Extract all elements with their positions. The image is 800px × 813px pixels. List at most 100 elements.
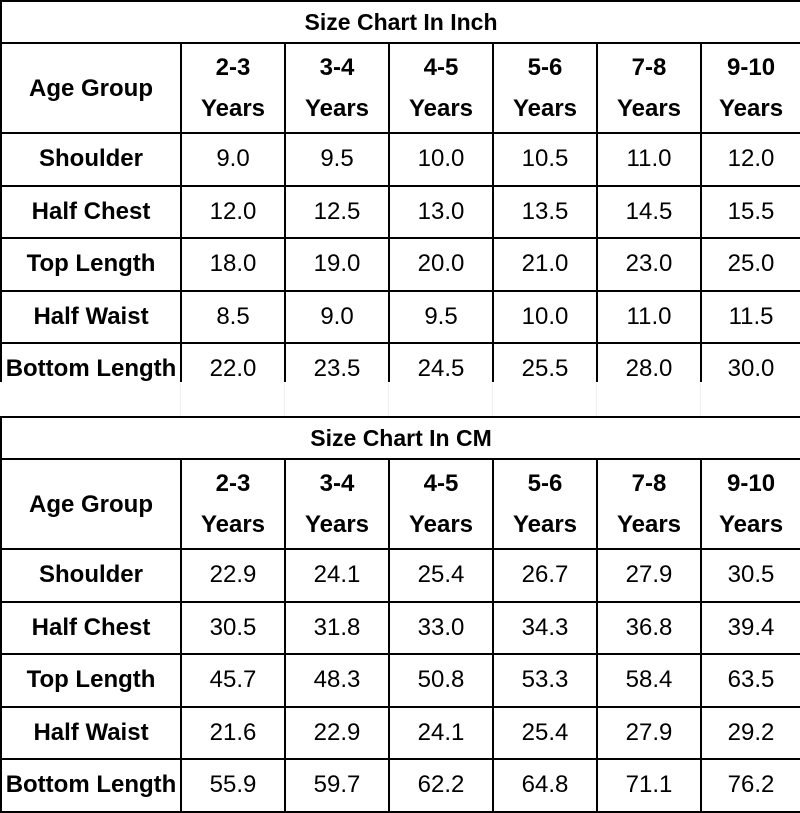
table-cell: 36.8 (596, 600, 702, 655)
table-cell: 53.3 (492, 653, 598, 708)
age-range: 5-6 (527, 470, 563, 497)
row-label: Half Waist (0, 705, 182, 760)
table-cell: 19.0 (284, 237, 390, 292)
age-unit: Years (408, 95, 474, 122)
table-row: Half Waist 8.5 9.0 9.5 10.0 11.0 11.5 (0, 289, 800, 344)
table-cell: 25.4 (492, 705, 598, 760)
table-cell: 15.5 (699, 184, 800, 239)
table-cell: 33.0 (388, 600, 494, 655)
age-range: 3-4 (319, 54, 355, 81)
age-range: 2-3 (215, 470, 251, 497)
table-cell: 30.5 (699, 548, 800, 603)
table-cell: 21.6 (180, 705, 286, 760)
row-label: Bottom Length (0, 758, 182, 813)
column-header: 9-10 Years (699, 458, 800, 550)
table-cell: 11.0 (596, 132, 702, 187)
column-header: 7-8 Years (596, 458, 702, 550)
column-header: 7-8 Years (596, 42, 702, 134)
age-unit: Years (200, 95, 266, 122)
table-cell: 21.0 (492, 237, 598, 292)
row-label: Half Chest (0, 184, 182, 239)
spacer-gridline (492, 382, 493, 416)
age-range: 4-5 (423, 470, 459, 497)
table-cell: 34.3 (492, 600, 598, 655)
age-unit: Years (512, 95, 578, 122)
age-unit: Years (512, 511, 578, 538)
table-cell: 18.0 (180, 237, 286, 292)
table-cell: 27.9 (596, 705, 702, 760)
age-unit: Years (304, 511, 370, 538)
age-range: 4-5 (423, 54, 459, 81)
table-cell: 22.9 (284, 705, 390, 760)
size-chart-cm: Size Chart In CM Age Group 2-3 Years 3-4 Y… (0, 416, 800, 813)
table-row: Top Length 45.7 48.3 50.8 53.3 58.4 63.5 (0, 653, 800, 708)
table-cell: 71.1 (596, 758, 702, 813)
column-header: 4-5 Years (388, 458, 494, 550)
row-header-label: Age Group (0, 458, 182, 550)
age-unit: Years (719, 95, 784, 122)
column-header: 4-5 Years (388, 42, 494, 134)
table-cell: 22.9 (180, 548, 286, 603)
table-row: Shoulder 9.0 9.5 10.0 10.5 11.0 12.0 (0, 132, 800, 187)
table-cell: 20.0 (388, 237, 494, 292)
table-cell: 12.0 (180, 184, 286, 239)
size-table-cm: Size Chart In CM Age Group 2-3 Years 3-4 Y… (0, 416, 800, 813)
table-cell: 13.5 (492, 184, 598, 239)
table-cell: 76.2 (699, 758, 800, 813)
column-header: 5-6 Years (492, 42, 598, 134)
row-label: Shoulder (0, 132, 182, 187)
table-spacer (0, 382, 800, 416)
table-cell: 48.3 (284, 653, 390, 708)
table-cell: 26.7 (492, 548, 598, 603)
table-row: Half Waist 21.6 22.9 24.1 25.4 27.9 29.2 (0, 705, 800, 760)
table-title: Size Chart In CM (0, 416, 800, 460)
table-cell: 25.4 (388, 548, 494, 603)
table-cell: 64.8 (492, 758, 598, 813)
table-cell: 12.5 (284, 184, 390, 239)
table-cell: 31.8 (284, 600, 390, 655)
column-header: 9-10 Years (699, 42, 800, 134)
size-chart-inch: Size Chart In Inch Age Group 2-3 Years 3-… (0, 0, 800, 397)
table-cell: 25.0 (699, 237, 800, 292)
row-label: Half Chest (0, 600, 182, 655)
table-cell: 8.5 (180, 289, 286, 344)
table-cell: 9.0 (284, 289, 390, 344)
table-row: Half Chest 30.5 31.8 33.0 34.3 36.8 39.4 (0, 600, 800, 655)
age-unit: Years (718, 511, 784, 538)
table-cell: 10.0 (388, 132, 494, 187)
spacer-gridline (180, 382, 181, 416)
table-cell: 27.9 (596, 548, 702, 603)
table-cell: 58.4 (596, 653, 702, 708)
row-label: Half Waist (0, 289, 182, 344)
column-header: 2-3 Years (180, 458, 286, 550)
age-range: 9-10 (727, 470, 776, 497)
spacer-gridline (388, 382, 389, 416)
table-cell: 23.0 (596, 237, 702, 292)
age-range: 5-6 (527, 54, 563, 81)
table-cell: 24.1 (388, 705, 494, 760)
table-cell: 13.0 (388, 184, 494, 239)
table-cell: 10.0 (492, 289, 598, 344)
table-cell: 39.4 (699, 600, 800, 655)
age-unit: Years (408, 511, 474, 538)
age-range: 9-10 (727, 54, 776, 81)
age-unit: Years (616, 95, 682, 122)
table-cell: 11.0 (596, 289, 702, 344)
table-cell: 24.1 (284, 548, 390, 603)
age-range: 7-8 (631, 54, 667, 81)
table-cell: 9.5 (284, 132, 390, 187)
row-label: Top Length (0, 653, 182, 708)
age-unit: Years (200, 511, 266, 538)
table-row: Shoulder 22.9 24.1 25.4 26.7 27.9 30.5 (0, 548, 800, 603)
table-cell: 12.0 (699, 132, 800, 187)
table-cell: 29.2 (699, 705, 800, 760)
spacer-gridline (596, 382, 597, 416)
spacer-gridline (700, 382, 701, 416)
table-row: Bottom Length 55.9 59.7 62.2 64.8 71.1 7… (0, 758, 800, 813)
table-cell: 63.5 (699, 653, 800, 708)
table-title: Size Chart In Inch (0, 0, 800, 44)
age-unit: Years (304, 95, 370, 122)
column-header: 3-4 Years (284, 458, 390, 550)
age-range: 3-4 (319, 470, 355, 497)
table-cell: 62.2 (388, 758, 494, 813)
